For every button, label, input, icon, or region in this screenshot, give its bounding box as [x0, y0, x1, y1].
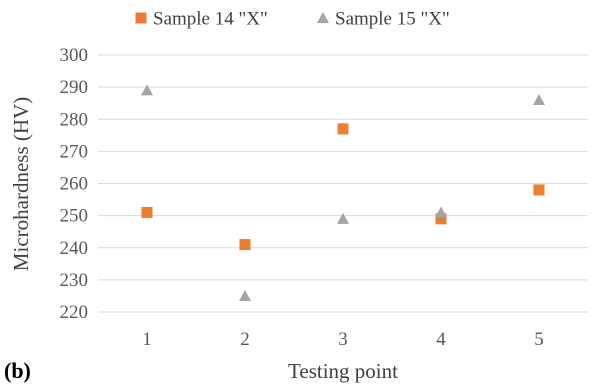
- y-tick-label: 230: [60, 270, 89, 291]
- x-tick-labels: 1 2 3 4 5: [142, 329, 544, 350]
- y-tick-label: 300: [60, 45, 89, 66]
- y-tick-labels: 220 230 240 250 260 270 280 290 300: [60, 45, 89, 323]
- gridlines: [98, 54, 588, 313]
- panel-label: (b): [4, 358, 31, 383]
- data-point-series-1: [435, 213, 447, 225]
- y-tick-label: 250: [60, 206, 89, 227]
- legend-marker-triangle: [317, 12, 329, 23]
- x-tick-label: 2: [240, 329, 250, 350]
- data-points: [141, 84, 545, 301]
- y-axis-title: Microhardness (HV): [9, 97, 33, 271]
- legend-label-series-2: Sample 15 "X": [335, 9, 450, 30]
- y-tick-label: 270: [60, 141, 89, 162]
- data-point-series-1: [337, 123, 349, 135]
- y-tick-label: 240: [60, 238, 89, 259]
- data-point-series-2: [239, 289, 251, 301]
- data-point-series-1: [533, 184, 545, 196]
- y-tick-label: 220: [60, 302, 89, 323]
- x-tick-label: 3: [338, 329, 348, 350]
- x-tick-label: 5: [534, 329, 544, 350]
- data-point-series-2: [337, 212, 349, 224]
- x-tick-label: 4: [436, 329, 446, 350]
- legend-label-series-1: Sample 14 "X": [153, 9, 268, 30]
- data-point-series-2: [141, 84, 153, 96]
- data-point-series-1: [239, 239, 251, 251]
- data-point-series-2: [533, 93, 545, 105]
- x-axis-title: Testing point: [288, 359, 398, 383]
- y-tick-label: 280: [60, 109, 89, 130]
- y-tick-label: 290: [60, 77, 89, 98]
- y-tick-label: 260: [60, 174, 89, 195]
- legend-marker-square: [135, 12, 147, 24]
- x-tick-label: 1: [142, 329, 152, 350]
- data-point-series-2: [435, 206, 447, 218]
- legend: Sample 14 "X" Sample 15 "X": [135, 9, 450, 30]
- data-point-series-1: [141, 206, 153, 218]
